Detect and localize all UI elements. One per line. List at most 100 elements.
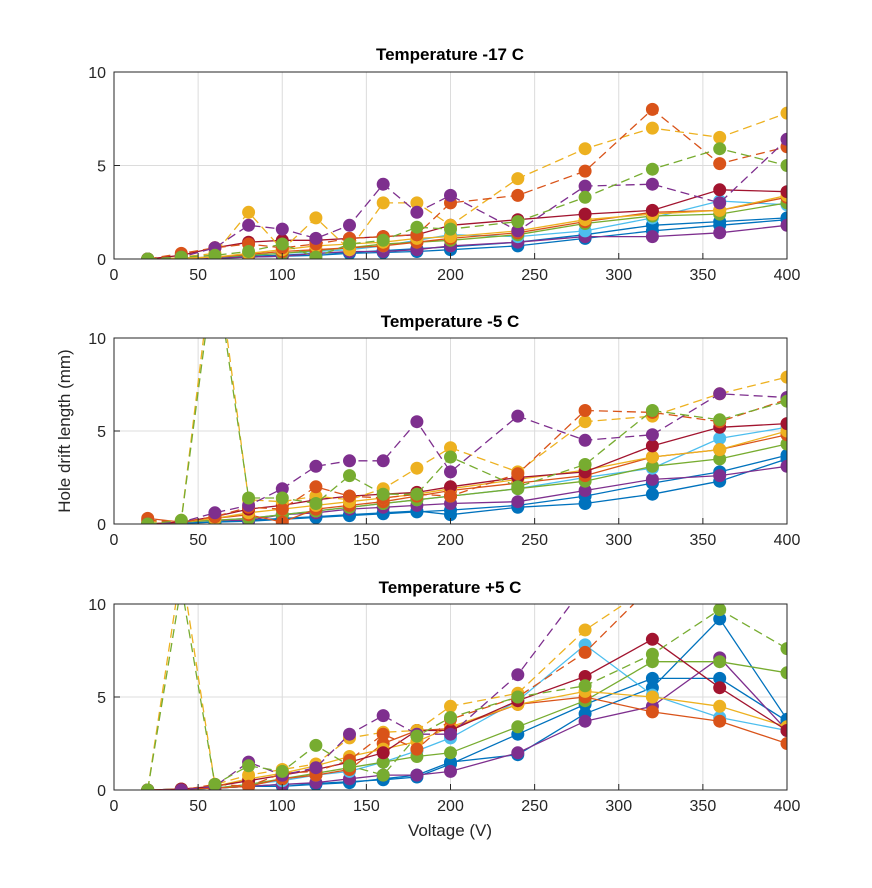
data-point [713, 579, 726, 592]
data-point [309, 738, 323, 752]
data-point [208, 506, 222, 520]
x-tick-label: 150 [353, 798, 380, 815]
data-point [511, 224, 525, 238]
data-point [376, 746, 390, 760]
y-tick-label: 10 [88, 597, 106, 614]
series-3-3-purple-solid [141, 651, 787, 790]
x-tick-label: 50 [189, 532, 207, 549]
x-tick-label: 150 [353, 267, 380, 284]
data-point [444, 489, 457, 503]
data-point [578, 142, 592, 156]
series-1-10-orange-dashed [141, 102, 787, 259]
data-point [645, 472, 659, 486]
data-point [343, 454, 356, 468]
data-point [780, 642, 787, 656]
data-point [579, 579, 592, 592]
data-point [410, 768, 424, 782]
panel-3-title: Temperature +5 C [379, 578, 522, 597]
x-tick-label: 200 [437, 532, 464, 549]
data-point [208, 777, 222, 790]
panel-1-grid [114, 72, 787, 259]
x-tick-label: 400 [774, 532, 801, 549]
y-axis-label: Hole drift length (mm) [55, 349, 74, 512]
data-point [780, 159, 787, 172]
y-tick-label: 10 [88, 65, 106, 82]
x-axis-label: Voltage (V) [408, 821, 492, 840]
data-point [444, 699, 457, 713]
x-tick-label: 300 [605, 798, 632, 815]
data-point [309, 480, 323, 494]
data-point [376, 177, 390, 191]
data-point [713, 226, 727, 240]
data-point [713, 671, 727, 685]
data-point [713, 699, 727, 713]
x-tick-label: 50 [189, 798, 207, 815]
data-point [511, 215, 525, 229]
series-1-3-purple-solid [141, 218, 787, 259]
data-point [780, 106, 787, 120]
data-point [780, 218, 787, 232]
data-point [645, 102, 659, 116]
data-point [275, 491, 289, 505]
data-point [578, 404, 592, 417]
data-point [175, 579, 188, 592]
data-point [275, 482, 289, 496]
data-point [713, 681, 727, 695]
x-tick-label: 100 [269, 798, 296, 815]
data-point [646, 579, 659, 592]
series-line [147, 604, 635, 790]
data-point [781, 579, 794, 592]
data-point [309, 250, 323, 259]
data-point [781, 579, 794, 592]
data-point [376, 755, 390, 769]
panel-2-series [141, 338, 787, 524]
series-3-2-blue-solid [141, 612, 787, 790]
data-point [275, 222, 289, 236]
data-point [174, 783, 188, 790]
x-tick-label: 0 [110, 798, 119, 815]
x-tick-label: 200 [437, 267, 464, 284]
data-point [511, 467, 525, 481]
x-tick-label: 350 [690, 798, 717, 815]
data-point [578, 497, 592, 510]
data-point [309, 761, 323, 775]
x-tick-label: 250 [521, 267, 548, 284]
x-tick-label: 0 [110, 532, 119, 549]
data-point [511, 668, 525, 682]
x-tick-label: 350 [690, 532, 717, 549]
data-point [713, 387, 727, 401]
series-3-8-red-solid [141, 632, 787, 790]
data-point [444, 441, 457, 455]
series-line [147, 112, 787, 259]
data-point [578, 415, 592, 429]
series-3-7-yellow-solid [141, 684, 787, 790]
data-point [410, 205, 424, 219]
data-point [242, 491, 256, 505]
data-point [780, 132, 787, 146]
data-point [645, 230, 659, 244]
data-point [444, 746, 457, 760]
data-point [141, 252, 155, 259]
series-1-9-yellow-dashed [141, 106, 787, 259]
data-point [713, 579, 726, 592]
data-point [410, 729, 424, 743]
data-point [343, 218, 356, 232]
data-point [141, 783, 155, 790]
data-point [645, 177, 659, 191]
data-point [578, 623, 592, 637]
data-point [410, 487, 424, 501]
data-point [713, 413, 727, 427]
panel-1-ticks: 0 50 100 150 200 250 300 350 400 0 5 10 [88, 65, 800, 284]
data-point [343, 727, 356, 741]
data-point [713, 183, 727, 197]
x-tick-label: 150 [353, 532, 380, 549]
data-point [645, 121, 659, 135]
data-point [444, 480, 457, 494]
x-tick-label: 400 [774, 798, 801, 815]
data-point [713, 130, 727, 144]
data-point [444, 764, 457, 778]
series-line [147, 657, 787, 790]
data-point [713, 714, 727, 728]
data-point [444, 188, 457, 202]
data-point [410, 461, 424, 475]
